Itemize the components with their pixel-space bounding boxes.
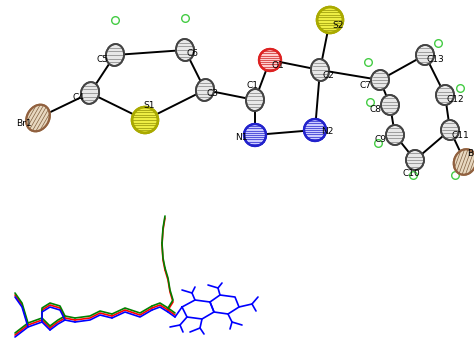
Ellipse shape <box>441 120 459 140</box>
Text: Br1: Br1 <box>16 118 32 127</box>
Text: S1: S1 <box>143 101 155 110</box>
Text: C8: C8 <box>370 105 382 114</box>
Ellipse shape <box>381 95 399 115</box>
Text: C5: C5 <box>97 55 109 64</box>
Text: S2: S2 <box>332 21 344 30</box>
Ellipse shape <box>26 105 50 131</box>
Ellipse shape <box>406 150 424 170</box>
Text: C3: C3 <box>207 90 219 99</box>
Text: N2: N2 <box>321 127 333 136</box>
Text: N1: N1 <box>235 132 247 142</box>
Ellipse shape <box>304 119 326 141</box>
Ellipse shape <box>81 82 99 104</box>
Text: Br2: Br2 <box>467 149 474 158</box>
Text: C13: C13 <box>426 56 444 65</box>
Ellipse shape <box>259 49 281 71</box>
Text: C7: C7 <box>360 81 372 90</box>
Text: C4: C4 <box>72 93 84 103</box>
Ellipse shape <box>246 89 264 111</box>
Text: C9: C9 <box>375 135 387 144</box>
Ellipse shape <box>132 107 158 133</box>
Text: C1: C1 <box>247 82 259 91</box>
Text: C11: C11 <box>451 130 469 139</box>
Ellipse shape <box>436 85 454 105</box>
Ellipse shape <box>454 149 474 175</box>
Text: O1: O1 <box>272 61 284 70</box>
Ellipse shape <box>386 125 404 145</box>
Text: C10: C10 <box>402 170 420 178</box>
Ellipse shape <box>371 70 389 90</box>
Ellipse shape <box>416 45 434 65</box>
Ellipse shape <box>317 7 343 33</box>
Ellipse shape <box>196 79 214 101</box>
Text: C12: C12 <box>446 96 464 104</box>
Ellipse shape <box>106 44 124 66</box>
Ellipse shape <box>311 59 329 81</box>
Ellipse shape <box>244 124 266 146</box>
Ellipse shape <box>176 39 194 61</box>
Text: C6: C6 <box>187 49 199 58</box>
Text: C2: C2 <box>322 71 334 81</box>
